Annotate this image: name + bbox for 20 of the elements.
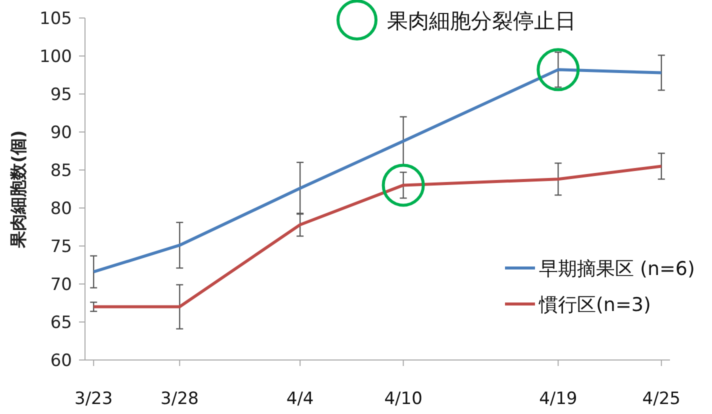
y-tick-label: 65 bbox=[50, 313, 72, 333]
y-tick-label: 60 bbox=[50, 351, 72, 371]
y-tick-label: 70 bbox=[50, 275, 72, 295]
x-tick-label: 3/23 bbox=[74, 389, 113, 409]
annotation: 果肉細胞分裂停止日 bbox=[387, 9, 576, 33]
y-tick-label: 85 bbox=[50, 161, 72, 181]
y-tick-label: 90 bbox=[50, 123, 72, 143]
y-tick-label: 80 bbox=[50, 199, 72, 219]
x-tick-label: 4/10 bbox=[384, 389, 422, 409]
legend-label: 早期摘果区 (n=6) bbox=[539, 258, 695, 280]
x-tick-label: 4/4 bbox=[286, 389, 314, 409]
x-tick-label: 3/28 bbox=[160, 389, 199, 409]
y-tick-label: 95 bbox=[50, 85, 72, 105]
y-axis-title: 果肉細胞数(個) bbox=[9, 130, 29, 249]
y-tick-label: 100 bbox=[40, 47, 72, 67]
y-tick-label: 105 bbox=[40, 9, 72, 29]
y-tick-label: 75 bbox=[50, 237, 72, 257]
x-tick-label: 4/25 bbox=[642, 389, 680, 409]
legend-label: 慣行区(n=3) bbox=[538, 294, 651, 316]
x-tick-label: 4/19 bbox=[539, 389, 578, 409]
